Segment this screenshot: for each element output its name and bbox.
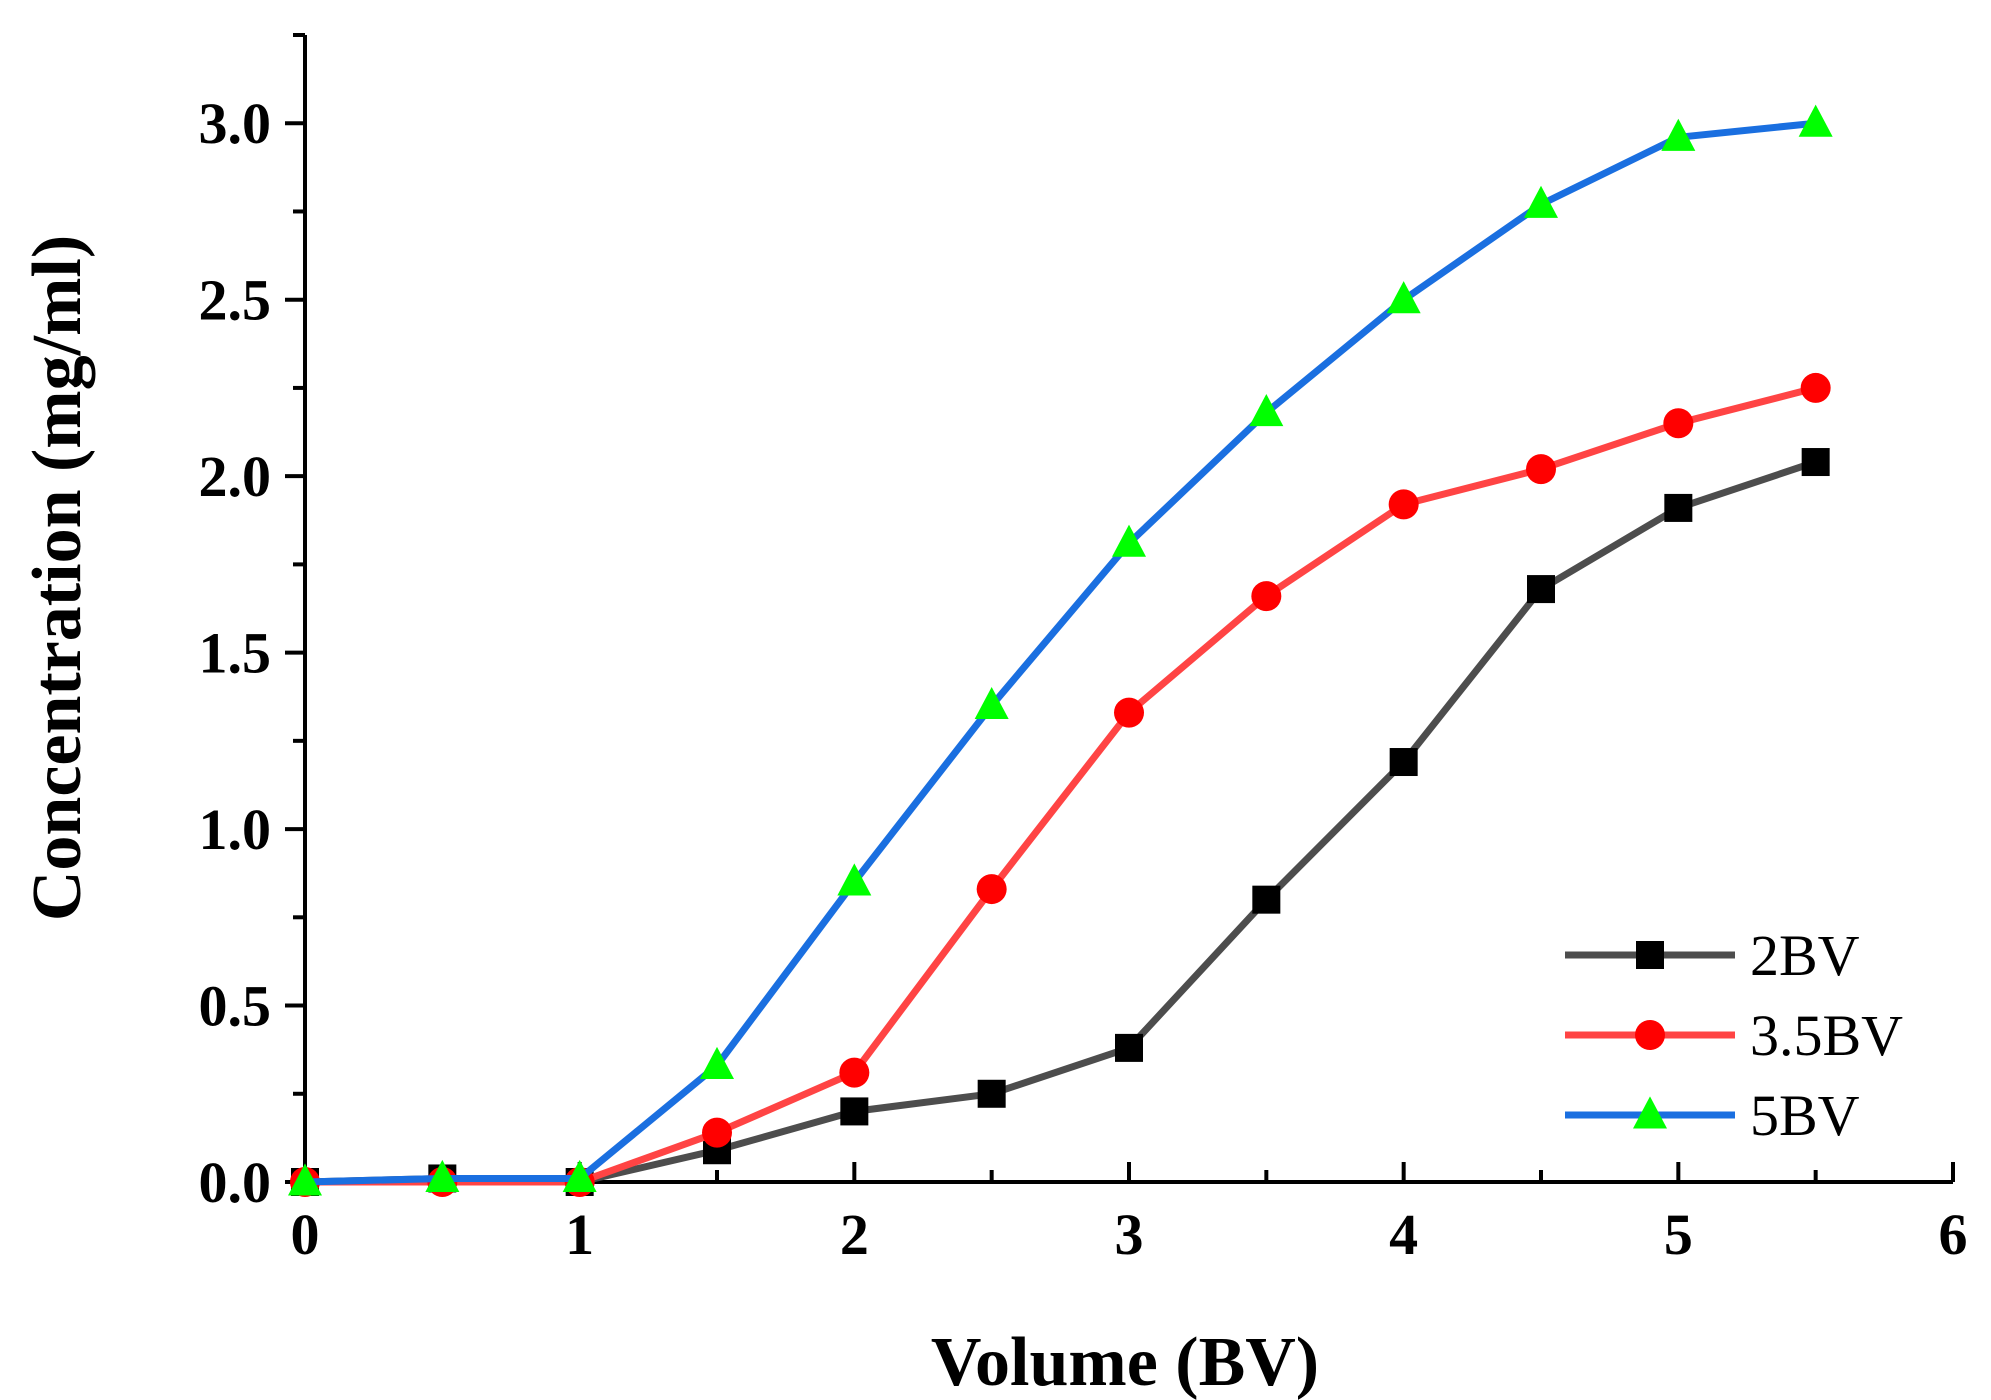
data-point-5BV [562,1159,597,1192]
y-tick-label: 2.0 [199,444,272,509]
data-point-3.5BV [1114,697,1144,728]
x-axis-title: Volume (BV) [931,1324,1319,1400]
x-tick-label: 4 [1389,1202,1418,1267]
data-point-2BV [1389,748,1418,777]
data-point-5BV [1661,118,1696,151]
data-point-5BV [837,863,872,896]
data-point-5BV [1386,281,1421,314]
data-point-5BV [700,1046,734,1080]
legend: 2BV 3.5BV 5BV [1565,923,1903,1148]
data-point-5BV [1249,394,1284,427]
legend-item-5BV: 5BV [1565,1083,1860,1148]
series-2BV [291,448,1830,1196]
data-point-5BV [1112,524,1146,557]
x-tick-label: 1 [565,1202,594,1267]
legend-item-3.5BV: 3.5BV [1565,1003,1903,1068]
legend-label: 2BV [1750,923,1860,988]
data-point-2BV [1801,448,1830,477]
y-tick-label: 3.0 [199,91,272,156]
data-point-3.5BV [1800,372,1831,403]
y-tick-label: 1.5 [199,621,272,686]
x-tick-label: 0 [291,1202,320,1267]
x-tick-label: 6 [1939,1202,1968,1267]
data-point-5BV [1524,185,1558,218]
legend-marker [1635,1020,1665,1050]
series-5BV [288,104,1833,1196]
axes: 0 1 2 3 4 5 6 0.0 0.5 1.0 1.5 2.0 2.5 3.0 [199,33,1968,1267]
data-point-3.5BV [702,1117,732,1148]
legend-label: 3.5BV [1750,1003,1903,1068]
data-point-2BV [840,1097,869,1126]
data-point-3.5BV [839,1057,870,1088]
data-point-2BV [977,1079,1006,1108]
data-point-5BV [1798,104,1833,137]
data-point-3.5BV [1663,408,1694,439]
data-point-2BV [1252,885,1281,914]
data-point-5BV [974,686,1009,720]
x-tick-label: 5 [1664,1202,1693,1267]
series-layer [288,104,1833,1197]
data-point-2BV [1664,493,1693,522]
legend-label: 5BV [1750,1083,1860,1148]
y-tick-label: 0.0 [199,1150,272,1215]
y-tick-label: 2.5 [199,268,272,333]
data-point-3.5BV [1388,489,1419,520]
data-point-2BV [1527,575,1555,604]
legend-marker [1633,1096,1667,1129]
legend-item-2BV: 2BV [1565,923,1860,988]
data-point-2BV [1115,1033,1143,1062]
data-point-5BV [425,1159,460,1192]
series-line-2BV [304,458,1817,1186]
legend-marker [1636,941,1664,969]
x-tick-label: 3 [1115,1202,1144,1267]
data-point-3.5BV [1251,581,1282,612]
y-tick-label: 0.5 [199,974,272,1039]
y-tick-label: 1.0 [199,797,272,862]
data-point-3.5BV [1526,454,1556,485]
series-line-5BV [304,119,1817,1186]
data-point-3.5BV [976,874,1007,905]
y-axis-title: Concentration (mg/ml) [19,235,96,921]
x-tick-label: 2 [840,1202,869,1267]
series-line-3.5BV [305,384,1817,1186]
data-point-5BV [288,1163,322,1196]
